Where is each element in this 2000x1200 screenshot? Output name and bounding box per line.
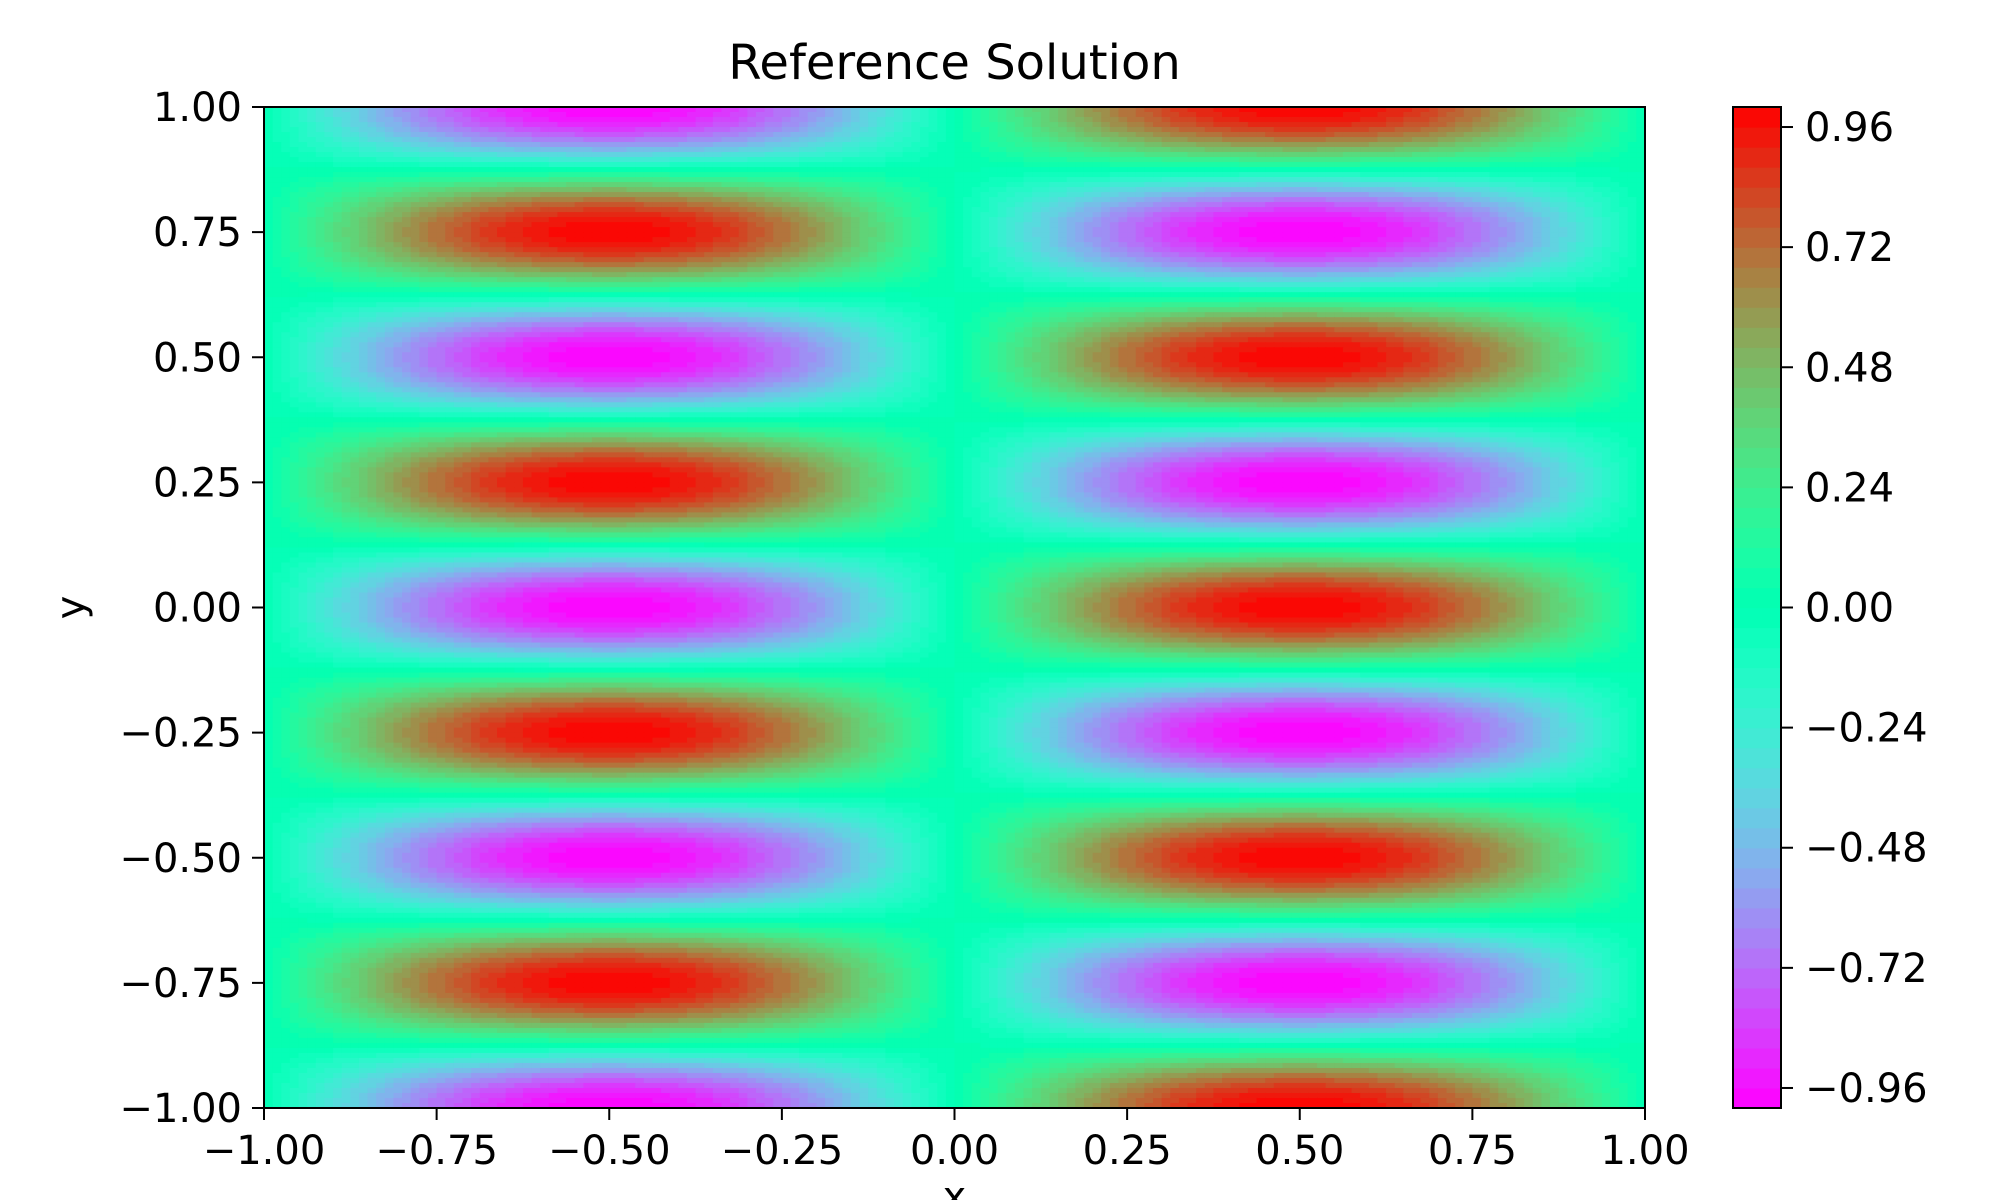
colorbar-level	[1733, 527, 1781, 548]
y-tick-label: 0.25	[153, 460, 242, 506]
y-tick-label: 0.75	[153, 210, 242, 256]
colorbar-level	[1733, 407, 1781, 428]
y-tick-label: 1.00	[153, 85, 242, 131]
colorbar-level	[1733, 107, 1781, 128]
colorbar-level	[1733, 287, 1781, 308]
colorbar-level	[1733, 1048, 1781, 1069]
x-tick-label: 0.25	[1083, 1128, 1172, 1174]
chart-title: Reference Solution	[728, 35, 1181, 91]
colorbar-tick-label: 0.48	[1805, 345, 1894, 391]
colorbar-tick-label: 0.96	[1805, 105, 1894, 151]
colorbar-tick-label: 0.72	[1805, 225, 1894, 271]
colorbar-level	[1733, 788, 1781, 809]
x-tick-label: −0.75	[375, 1128, 498, 1174]
colorbar-level	[1733, 207, 1781, 228]
x-tick-label: 0.00	[910, 1128, 999, 1174]
colorbar-level	[1733, 567, 1781, 588]
colorbar-level	[1733, 267, 1781, 288]
colorbar-level	[1733, 628, 1781, 649]
colorbar-tick-label: −0.48	[1805, 826, 1928, 872]
x-axis: −1.00 −0.75 −0.50 −0.25 0.00 0.25 0.50 0.75 1.00	[203, 1108, 1690, 1174]
colorbar-level	[1733, 988, 1781, 1009]
colorbar-level	[1733, 147, 1781, 168]
colorbar-level	[1733, 187, 1781, 208]
colorbar-tick-label: −0.24	[1805, 706, 1928, 752]
colorbar-tick-label: −0.72	[1805, 946, 1928, 992]
colorbar-level	[1733, 828, 1781, 849]
colorbar-level	[1733, 367, 1781, 388]
colorbar-level	[1733, 427, 1781, 448]
colorbar-level	[1733, 247, 1781, 268]
colorbar-level	[1733, 888, 1781, 909]
x-tick-label: −0.50	[548, 1128, 671, 1174]
colorbar-level	[1733, 227, 1781, 248]
colorbar-level	[1733, 848, 1781, 869]
y-tick-label: −0.50	[119, 836, 242, 882]
colorbar-level	[1733, 587, 1781, 608]
colorbar-level	[1733, 447, 1781, 468]
colorbar-level	[1733, 708, 1781, 729]
colorbar-tick-label: 0.24	[1805, 465, 1894, 511]
y-tick-label: −1.00	[119, 1086, 242, 1132]
x-tick-label: −0.25	[721, 1128, 844, 1174]
colorbar-level	[1733, 1088, 1781, 1109]
x-tick-label: 1.00	[1600, 1128, 1689, 1174]
colorbar-level	[1733, 1028, 1781, 1049]
colorbar-level	[1733, 688, 1781, 709]
colorbar-level	[1733, 127, 1781, 148]
colorbar-level	[1733, 1008, 1781, 1029]
colorbar-level	[1733, 547, 1781, 568]
y-tick-label: −0.25	[119, 711, 242, 757]
colorbar-level	[1733, 608, 1781, 629]
x-tick-label: 0.50	[1255, 1128, 1344, 1174]
x-tick-label: 0.75	[1428, 1128, 1517, 1174]
y-axis: 1.00 0.75 0.50 0.25 0.00 −0.25 −0.50 −0.75 −1.00	[119, 85, 264, 1132]
x-tick-label: −1.00	[203, 1128, 326, 1174]
colorbar-level	[1733, 467, 1781, 488]
y-tick-label: 0.50	[153, 335, 242, 381]
colorbar-level	[1733, 768, 1781, 789]
y-axis-label: y	[48, 596, 94, 620]
colorbar-level	[1733, 347, 1781, 368]
colorbar-tick-label: −0.96	[1805, 1066, 1928, 1112]
colorbar-tick-label: 0.00	[1805, 586, 1894, 632]
colorbar-level	[1733, 507, 1781, 528]
colorbar-level	[1733, 387, 1781, 408]
colorbar-level	[1733, 928, 1781, 949]
colorbar-level	[1733, 487, 1781, 508]
colorbar-level	[1733, 948, 1781, 969]
y-tick-label: −0.75	[119, 961, 242, 1007]
colorbar-level	[1733, 167, 1781, 188]
plot-area	[264, 107, 1646, 1109]
colorbar-level	[1733, 307, 1781, 328]
colorbar: 0.96 0.72 0.48 0.24 0.00 −0.24 −0.48 −0.72 −0.96	[1733, 105, 1928, 1112]
colorbar-level	[1733, 728, 1781, 749]
colorbar-level	[1733, 808, 1781, 829]
x-axis-label: x	[943, 1174, 967, 1200]
colorbar-level	[1733, 1068, 1781, 1089]
colorbar-level	[1733, 648, 1781, 669]
colorbar-level	[1733, 968, 1781, 989]
colorbar-level	[1733, 868, 1781, 889]
colorbar-level	[1733, 748, 1781, 769]
colorbar-level	[1733, 327, 1781, 348]
colorbar-level	[1733, 908, 1781, 929]
y-tick-label: 0.00	[153, 586, 242, 632]
colorbar-level	[1733, 668, 1781, 689]
